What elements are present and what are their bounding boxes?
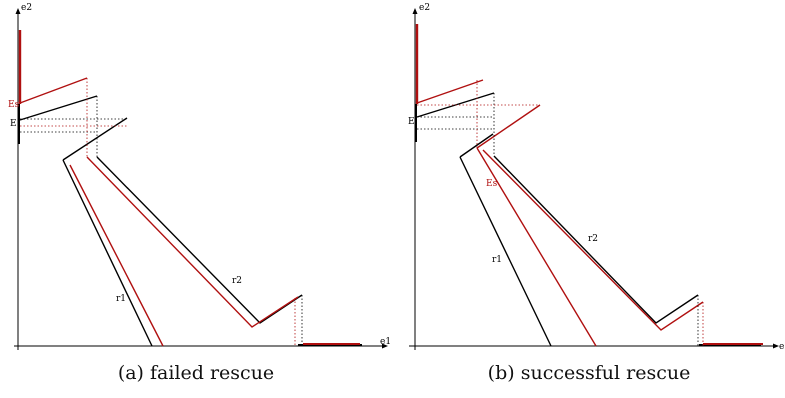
r1-label: r1 <box>116 294 126 304</box>
caption-a: (a) failed rescue <box>0 362 392 384</box>
black-r1-line <box>459 156 552 347</box>
red-r2-line <box>482 149 704 331</box>
r2-label: r2 <box>232 276 242 286</box>
black-upper-edge <box>19 95 98 121</box>
black-left-ridge <box>459 133 494 158</box>
caption-tag: (b) <box>487 362 515 384</box>
diagram-failed-rescue: e2 e1 Es E r1 r2 <box>8 3 391 350</box>
caption-b: (b) successful rescue <box>393 362 785 384</box>
e1-axis-arrowhead <box>773 343 779 349</box>
e2-axis-label: e2 <box>419 3 430 13</box>
e1-axis-label: e <box>779 342 784 352</box>
red-left-ridge <box>476 104 541 149</box>
es-label: Es <box>8 100 20 110</box>
r1-label: r1 <box>492 255 502 265</box>
red-r1-line <box>476 147 597 347</box>
red-r1-line <box>69 164 164 347</box>
e2-axis-label: e2 <box>21 3 32 13</box>
red-upper-edge <box>19 77 88 104</box>
red-r2-line <box>86 156 299 328</box>
r2-label: r2 <box>588 234 598 244</box>
e-label: E <box>408 117 415 127</box>
caption-text: successful rescue <box>520 362 691 384</box>
black-r2-line <box>96 156 303 324</box>
diagram-successful-rescue: e2 e E Es r1 r2 <box>408 3 784 352</box>
black-r2-line <box>493 155 699 324</box>
panel-successful-rescue: e2 e E Es r1 r2 (b) successful rescue <box>393 0 785 398</box>
e-label: E <box>10 119 17 129</box>
black-r1-line <box>62 159 153 347</box>
e1-axis-label: e1 <box>380 337 391 347</box>
e2-axis-arrowhead <box>15 8 21 14</box>
es-label: Es <box>486 179 498 189</box>
caption-text: failed rescue <box>150 362 275 384</box>
caption-tag: (a) <box>117 362 144 384</box>
black-left-ridge <box>62 117 128 161</box>
panel-failed-rescue: e2 e1 Es E r1 r2 (a) failed rescue <box>0 0 392 398</box>
e2-axis-arrowhead <box>412 8 418 14</box>
e1-axis-arrowhead <box>382 343 388 349</box>
red-upper-edge <box>416 79 484 104</box>
